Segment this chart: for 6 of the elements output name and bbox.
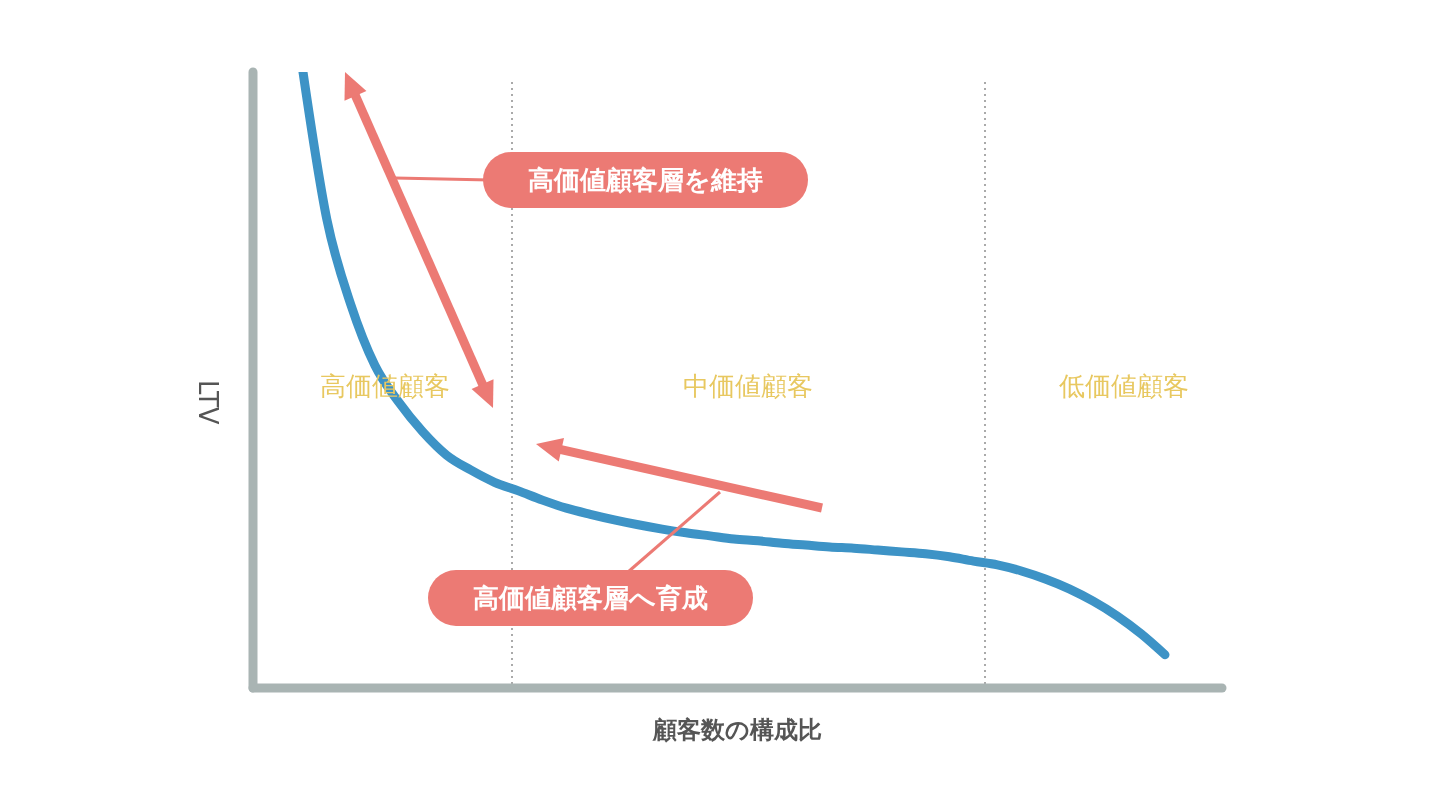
annotation: 低価値顧客 <box>1059 371 1189 401</box>
annotation: 高価値顧客層を維持 <box>528 165 763 195</box>
annotation: 中価値顧客 <box>683 371 813 401</box>
annotation: 高価値顧客層へ育成 <box>473 583 708 613</box>
y-axis-title: LTV <box>192 380 223 425</box>
x-axis-title: 顧客数の構成比 <box>652 716 822 744</box>
